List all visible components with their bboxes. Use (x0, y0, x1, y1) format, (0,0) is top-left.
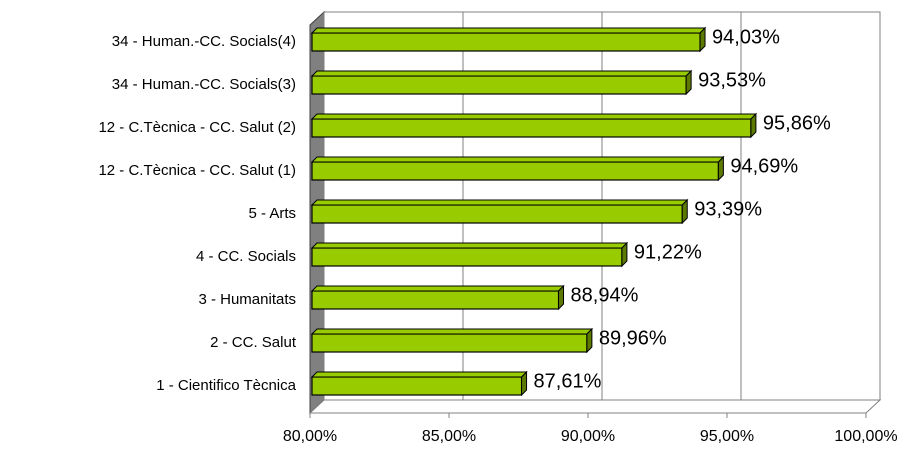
bar-top (310, 242, 629, 249)
y-tick-label: 4 - CC. Socials (196, 248, 296, 265)
bar (311, 32, 701, 52)
x-tick-label: 85,00% (422, 428, 476, 445)
bar-side (681, 198, 688, 225)
bar (311, 204, 683, 224)
y-tick-label: 12 - C.Tècnica - CC. Salut (1) (98, 162, 296, 179)
y-tick-label: 12 - C.Tècnica - CC. Salut (2) (98, 119, 296, 136)
value-label: 93,39% (694, 198, 762, 220)
value-label: 91,22% (634, 241, 702, 263)
value-label: 93,53% (698, 69, 766, 91)
bar-top (310, 328, 594, 335)
bar-top (310, 156, 725, 163)
bar-side (521, 370, 528, 397)
x-tick-label: 90,00% (561, 428, 615, 445)
bar (311, 290, 560, 310)
bar-top (310, 70, 693, 77)
bar (311, 118, 752, 138)
bar-side (685, 69, 692, 96)
y-tick-label: 34 - Human.-CC. Socials(3) (112, 76, 296, 93)
value-label: 88,94% (571, 284, 639, 306)
bar (311, 247, 623, 267)
x-tick-label: 95,00% (700, 428, 754, 445)
value-label: 89,96% (599, 327, 667, 349)
bar-top (310, 285, 565, 292)
bar-top (310, 113, 758, 120)
bar (311, 333, 588, 353)
bar-side (558, 284, 565, 311)
bar-side (717, 155, 724, 182)
bar-side (699, 26, 706, 53)
value-label: 94,03% (712, 26, 780, 48)
value-label: 94,69% (730, 155, 798, 177)
x-tick-label: 100,00% (834, 428, 897, 445)
bar-top (310, 199, 689, 206)
bar-side (621, 241, 628, 268)
bar (311, 161, 719, 181)
bar (311, 75, 687, 95)
floor (308, 399, 882, 414)
y-tick-label: 1 - Cientifico Tècnica (156, 377, 296, 394)
y-tick-label: 34 - Human.-CC. Socials(4) (112, 33, 296, 50)
value-label: 87,61% (534, 370, 602, 392)
y-tick-label: 5 - Arts (248, 205, 296, 222)
y-tick-label: 3 - Humanitats (198, 291, 296, 308)
y-tick-label: 2 - CC. Salut (210, 334, 297, 351)
bar-side (586, 327, 593, 354)
bar-top (310, 371, 528, 378)
x-tick-label: 80,00% (283, 428, 337, 445)
bar (311, 376, 523, 396)
bar-top (310, 27, 707, 34)
value-label: 95,86% (763, 112, 831, 134)
bar-side (750, 112, 757, 139)
